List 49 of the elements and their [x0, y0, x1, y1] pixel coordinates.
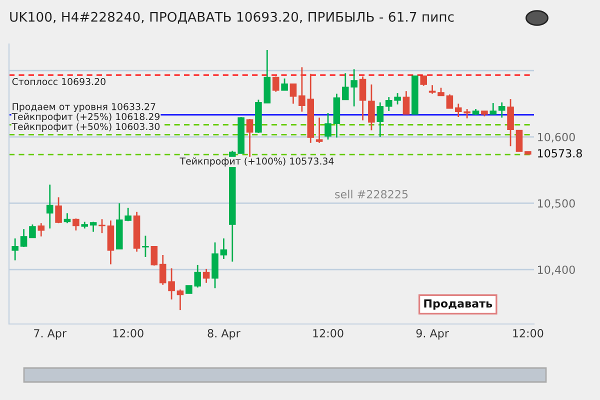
candlestick — [150, 246, 158, 266]
candlestick — [142, 235, 149, 258]
ref-line-label: Тейкпрофит (+100%) 10573.34 — [180, 157, 334, 166]
candlestick — [72, 218, 80, 232]
x-tick-label: 12:00 — [513, 329, 544, 338]
candlestick — [420, 75, 428, 86]
candlestick — [446, 94, 454, 110]
candlestick — [376, 102, 384, 138]
candlestick — [368, 84, 375, 131]
candlestick — [516, 130, 523, 152]
ref-line-label: Тейкпрофит (+50%) 10603.30 — [12, 122, 160, 132]
x-tick-label: 7. Apr — [34, 329, 67, 340]
candlestick — [55, 196, 62, 224]
candlestick — [385, 96, 392, 112]
x-tick-label: 9. Apr — [416, 329, 449, 340]
candlestick — [220, 238, 228, 260]
text: 10573.8 — [538, 149, 582, 158]
candlestick — [29, 224, 36, 238]
x-tick-label: 8. Apr — [208, 329, 240, 340]
candlestick — [394, 92, 401, 106]
annotation: Продавать — [424, 299, 492, 310]
candlestick — [490, 102, 497, 116]
ref-line-label: Тейкпрофит (+25%) 10618.29 — [12, 112, 160, 122]
x-tick-label: 12:00 — [313, 329, 344, 338]
candlestick — [168, 268, 175, 300]
candlestick — [498, 102, 506, 118]
candlestick — [20, 228, 28, 248]
candlestick — [272, 76, 280, 92]
candlestick — [159, 254, 166, 286]
y-tick-label: 10,600 — [538, 132, 575, 142]
annotation: sell #228225 — [335, 190, 408, 198]
candlestick — [402, 90, 410, 116]
y-tick-label: 10,500 — [538, 199, 575, 209]
ref-line-label: Стоплосс 10693.20 — [12, 78, 106, 86]
candlestick — [46, 184, 54, 230]
candlestick — [176, 288, 184, 311]
y-tick-label: 10,400 — [538, 266, 575, 276]
chart-title: UK100, H4#228240, ПРОДАВАТЬ 10693.20, ПРИБЫЛЬ - 61.7 пипс — [10, 12, 454, 24]
candlestick — [507, 98, 514, 147]
candlestick — [290, 83, 297, 104]
candlestick — [316, 116, 323, 144]
candlestick — [359, 76, 366, 121]
x-tick-label: 12:00 — [113, 329, 144, 338]
ref-line-label: Продаем от уровня 10633.27 — [12, 103, 156, 112]
candlestick — [202, 268, 210, 284]
candlestick — [12, 238, 18, 261]
candlestick — [38, 222, 45, 238]
candlestick — [281, 78, 288, 92]
candlestick — [324, 112, 332, 140]
